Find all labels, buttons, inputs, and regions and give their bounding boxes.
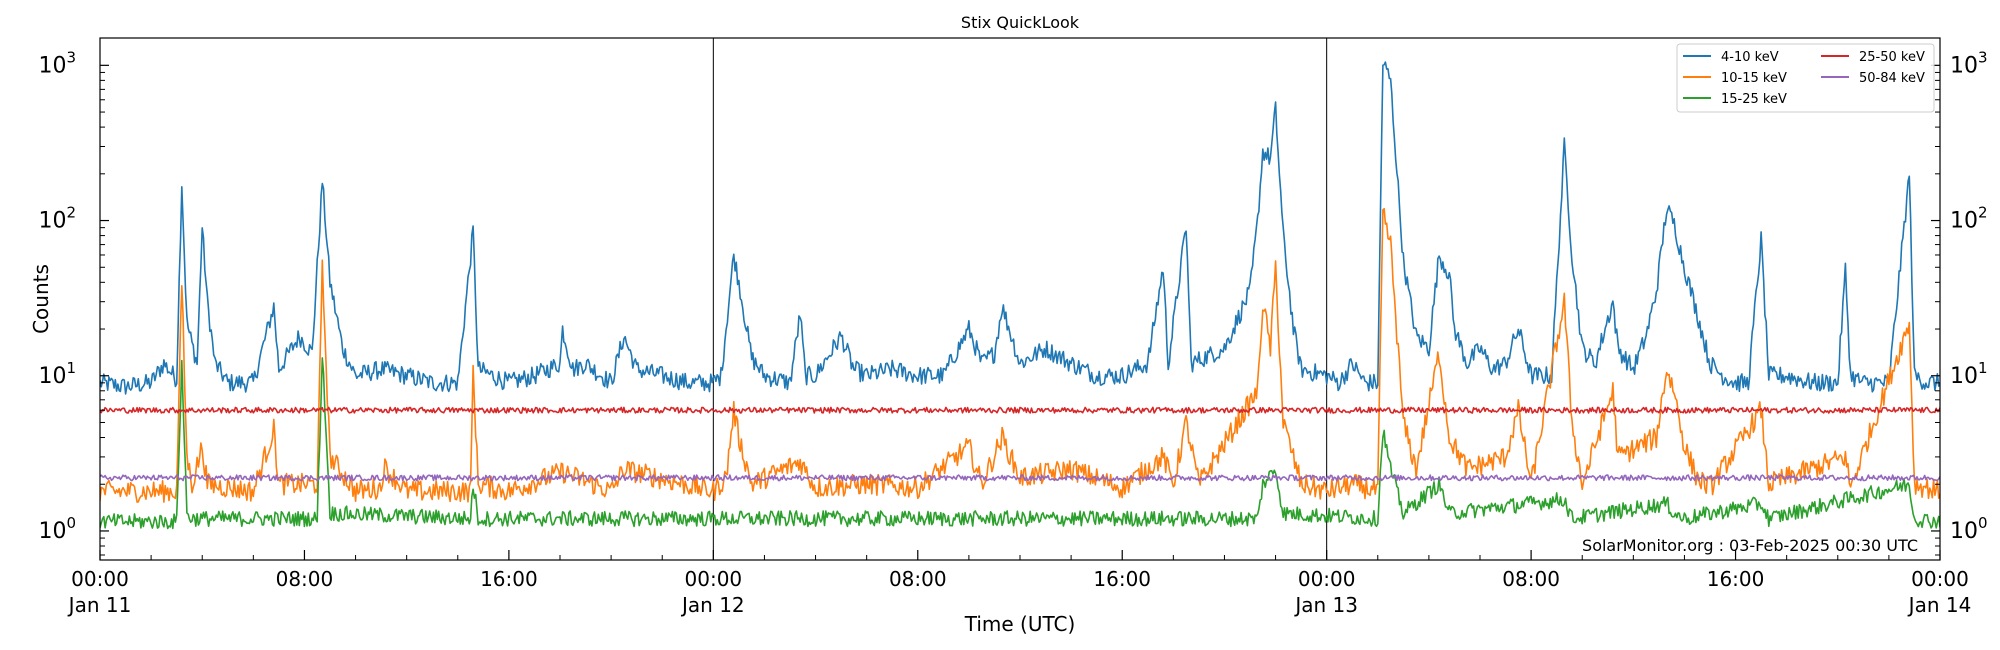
y-tick-label-left: 101 <box>38 359 76 389</box>
x-tick-time-label: 08:00 <box>276 567 334 591</box>
y-tick-label-left: 100 <box>38 514 76 544</box>
x-tick-date-label: Jan 14 <box>1907 593 1972 617</box>
y-tick-label-left: 103 <box>38 48 76 78</box>
x-tick-time-label: 08:00 <box>889 567 947 591</box>
y-tick-label-right: 102 <box>1950 204 1988 234</box>
series-line <box>100 406 1940 414</box>
y-axis-label: Counts <box>29 264 53 334</box>
legend-label: 15-25 keV <box>1721 92 1787 107</box>
x-tick-time-label: 16:00 <box>480 567 538 591</box>
series-line <box>100 474 1940 482</box>
x-tick-time-label: 00:00 <box>685 567 743 591</box>
y-tick-label-left: 102 <box>38 204 76 234</box>
x-tick-time-label: 00:00 <box>1298 567 1356 591</box>
series-lines <box>100 61 1940 530</box>
legend-box <box>1676 43 1935 113</box>
series-line <box>100 357 1940 530</box>
legend: 4-10 keV 10-15 keV 15-25 keV 25-50 keV 50-84… <box>1676 43 1935 113</box>
series-line <box>100 61 1940 395</box>
y-tick-label-right: 103 <box>1950 48 1988 78</box>
x-tick-date-label: Jan 12 <box>680 593 745 617</box>
day-boundary-lines <box>712 38 1328 560</box>
x-tick-time-label: 16:00 <box>1707 567 1765 591</box>
series-line <box>100 207 1940 503</box>
legend-label: 50-84 keV <box>1859 71 1925 86</box>
legend-label: 4-10 keV <box>1721 50 1779 65</box>
x-tick-time-label: 00:00 <box>1911 567 1969 591</box>
x-axis-label: Time (UTC) <box>964 612 1076 636</box>
x-tick-time-label: 00:00 <box>71 567 129 591</box>
legend-label: 25-50 keV <box>1859 50 1925 65</box>
solarmonitor-footer-text: SolarMonitor.org : 03-Feb-2025 00:30 UTC <box>1582 536 1918 555</box>
x-tick-time-label: 08:00 <box>1502 567 1560 591</box>
y-tick-label-right: 101 <box>1950 359 1988 389</box>
x-tick-date-label: Jan 11 <box>67 593 132 617</box>
y-tick-label-right: 100 <box>1950 514 1988 544</box>
chart-title: Stix QuickLook <box>961 13 1080 32</box>
legend-label: 10-15 keV <box>1721 71 1787 86</box>
x-tick-date-label: Jan 13 <box>1293 593 1358 617</box>
x-tick-time-label: 16:00 <box>1093 567 1151 591</box>
